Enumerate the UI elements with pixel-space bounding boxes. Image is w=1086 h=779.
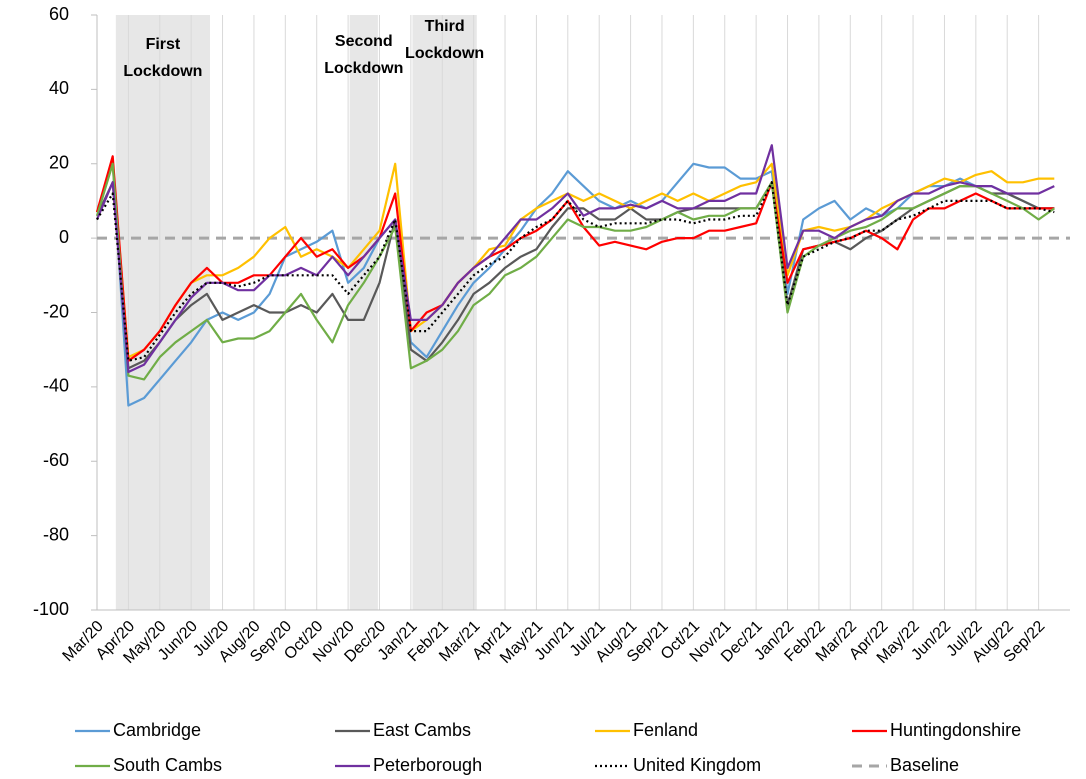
legend-label: Peterborough bbox=[373, 755, 482, 775]
legend-label: South Cambs bbox=[113, 755, 222, 775]
lockdown-band bbox=[412, 15, 477, 610]
y-tick-label: -100 bbox=[33, 599, 69, 619]
y-tick-label: -40 bbox=[43, 376, 69, 396]
series-line bbox=[95, 162, 1055, 381]
lockdown-label: Third bbox=[425, 18, 465, 35]
lockdown-label: Lockdown bbox=[405, 45, 484, 62]
legend-label: Huntingdonshire bbox=[890, 720, 1021, 740]
y-tick-label: -20 bbox=[43, 301, 69, 321]
lockdown-label: First bbox=[146, 36, 181, 53]
y-tick-label: 20 bbox=[49, 153, 69, 173]
lockdown-label: Second bbox=[335, 33, 393, 50]
series-line bbox=[95, 144, 1055, 374]
y-tick-label: 0 bbox=[59, 227, 69, 247]
series-line bbox=[95, 162, 1055, 407]
legend-label: United Kingdom bbox=[633, 755, 761, 775]
legend-label: East Cambs bbox=[373, 720, 471, 740]
series-line bbox=[95, 162, 1055, 359]
series-line bbox=[95, 155, 1055, 362]
lockdown-band bbox=[115, 15, 210, 610]
lockdown-label: Lockdown bbox=[123, 63, 202, 80]
y-tick-label: 40 bbox=[49, 78, 69, 98]
legend-label: Baseline bbox=[890, 755, 959, 775]
y-tick-label: -80 bbox=[43, 524, 69, 544]
lockdown-band bbox=[349, 15, 378, 610]
lockdown-label: Lockdown bbox=[324, 60, 403, 77]
series-line bbox=[96, 181, 1055, 370]
legend-label: Fenland bbox=[633, 720, 698, 740]
legend-label: Cambridge bbox=[113, 720, 201, 740]
y-tick-label: -60 bbox=[43, 450, 69, 470]
y-tick-label: 60 bbox=[49, 4, 69, 24]
